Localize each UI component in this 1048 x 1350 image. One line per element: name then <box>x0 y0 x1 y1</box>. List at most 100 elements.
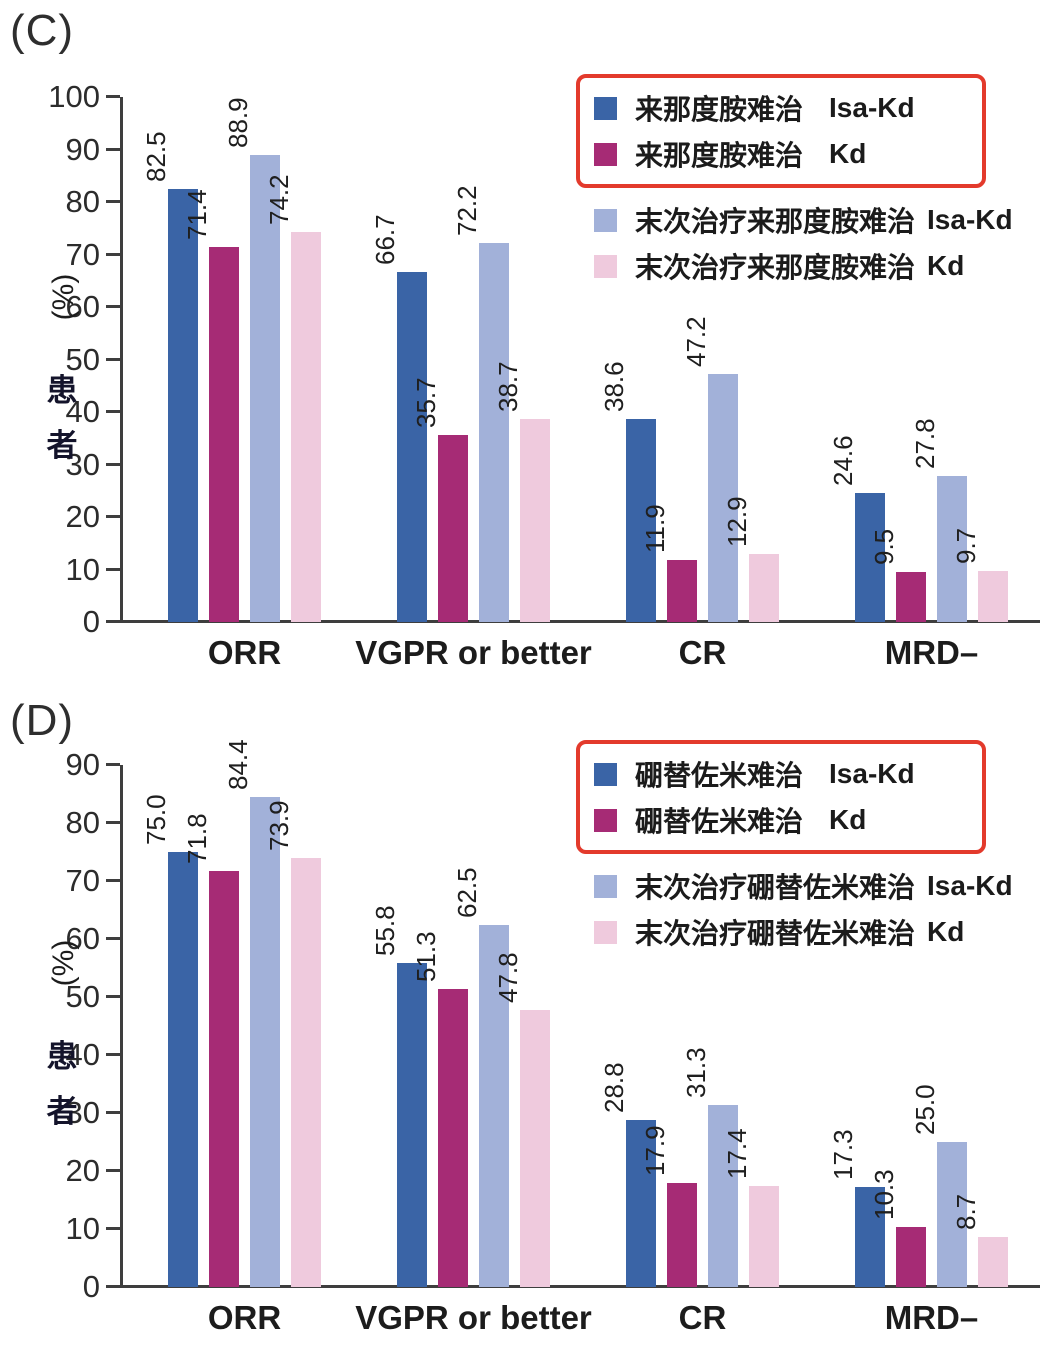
y-tick-mark <box>106 879 120 882</box>
y-tick-label: 100 <box>48 79 100 114</box>
bar-cr-kd <box>667 1183 697 1287</box>
y-tick-mark <box>106 147 120 151</box>
y-tick-mark <box>106 305 120 308</box>
legend-item-name: 末次治疗硼替佐米难治 <box>635 872 916 903</box>
legend-highlight-box: 硼替佐米难治 Isa-Kd 硼替佐米难治 Kd <box>576 740 986 854</box>
legend-item-arm: Isa-Kd <box>927 870 1013 901</box>
bar-value-label: 84.4 <box>223 739 253 791</box>
bar-cr-isa-kd <box>626 419 656 622</box>
y-tick-label: 50 <box>65 979 100 1014</box>
legend-swatch-icon <box>594 762 617 786</box>
legend-item: 末次治疗硼替佐米难治 Isa-Kd <box>594 863 1036 909</box>
bar-vgpr-or-better-kd <box>520 1009 550 1287</box>
y-tick-label: 60 <box>65 921 100 956</box>
y-tick-mark <box>106 620 120 623</box>
y-axis-title-char: 患 <box>46 372 78 408</box>
x-category-label: MRD– <box>884 634 979 671</box>
bar-mrd–-isa-kd <box>937 1142 967 1287</box>
bar-cr-isa-kd <box>708 374 738 622</box>
legend: 来那度胺难治 Isa-Kd 来那度胺难治 Kd 末次治疗来那度胺难治 Isa-Kd 末次治疗… <box>576 74 1036 289</box>
bar-cr-isa-kd <box>626 1119 656 1287</box>
bar-value-label: 11.9 <box>640 503 670 553</box>
panel-d-label: (D) <box>10 696 75 745</box>
legend-item-name: 硼替佐米难治 <box>635 806 804 837</box>
bar-orr-kd <box>209 870 239 1287</box>
y-tick-mark <box>106 995 120 998</box>
bar-vgpr-or-better-kd <box>438 434 468 622</box>
panel-c-label: (C) <box>10 6 75 55</box>
y-tick-label: 0 <box>82 1269 100 1304</box>
legend-item-name: 来那度胺难治 <box>635 94 804 125</box>
bar-vgpr-or-better-isa-kd <box>397 271 427 622</box>
legend-swatch-icon <box>594 208 617 232</box>
bar-value-label: 28.8 <box>599 1062 629 1113</box>
y-tick-label: 70 <box>65 863 100 898</box>
bar-value-label: 12.9 <box>722 496 752 548</box>
y-tick-label: 10 <box>65 551 100 587</box>
y-tick-mark <box>106 515 120 518</box>
bar-value-label: 71.4 <box>182 189 212 241</box>
y-tick-mark <box>106 252 120 256</box>
y-tick-mark <box>106 1169 120 1172</box>
x-category-label: ORR <box>207 634 282 671</box>
legend-item-arm: Kd <box>927 916 965 947</box>
x-category-label: MRD– <box>884 1299 979 1336</box>
y-axis-title-char: 者 <box>46 427 78 463</box>
x-category-label: CR <box>678 1299 727 1336</box>
x-axis-line <box>120 620 1040 623</box>
panel-d: (D) 0 10 20 30 40 50 60 70 80 90 (%) 患者 75.0 71.8 84.4… <box>0 690 1048 1350</box>
bar-value-label: 35.7 <box>411 376 441 428</box>
legend-item-arm: Isa-Kd <box>927 204 1013 235</box>
y-tick-label: 40 <box>65 1037 100 1072</box>
y-tick-mark <box>106 200 120 203</box>
bar-value-label: 9.7 <box>951 527 981 565</box>
y-tick-label: 20 <box>65 499 100 534</box>
bar-value-label: 17.9 <box>640 1125 670 1177</box>
legend-swatch-icon <box>594 920 617 944</box>
y-tick-mark <box>106 1111 120 1114</box>
bar-mrd–-isa-kd <box>937 476 967 622</box>
y-tick-mark <box>106 1285 120 1288</box>
x-axis-line <box>120 1285 1040 1288</box>
bar-cr-kd <box>749 554 779 622</box>
y-tick-label: 10 <box>65 1211 100 1246</box>
y-tick-label: 0 <box>82 604 100 639</box>
bar-vgpr-or-better-kd <box>438 989 468 1287</box>
bar-value-label: 17.3 <box>828 1129 858 1180</box>
bar-mrd–-kd <box>896 572 926 622</box>
legend-item-name: 末次治疗来那度胺难治 <box>635 252 916 283</box>
bar-orr-isa-kd <box>250 155 280 622</box>
y-axis-line <box>120 765 123 1287</box>
panel-c: (C) 0 10 20 30 40 50 60 70 80 90 100 (%) 患者 82.5 71.4 8… <box>10 6 1040 671</box>
legend-item-arm: Kd <box>829 138 867 169</box>
legend-item: 末次治疗来那度胺难治 Kd <box>594 243 1036 289</box>
y-axis-unit-label: (%) <box>47 273 80 320</box>
y-tick-mark <box>106 1053 120 1056</box>
bar-value-label: 24.6 <box>828 435 858 486</box>
y-tick-mark <box>106 567 120 571</box>
y-tick-label: 30 <box>65 1095 100 1130</box>
bar-orr-isa-kd <box>168 852 198 1287</box>
bar-value-label: 73.9 <box>264 800 294 852</box>
bar-value-label: 74.2 <box>264 174 294 226</box>
legend-swatch-icon <box>594 808 617 832</box>
bar-value-label: 8.7 <box>951 1193 981 1230</box>
y-tick-mark <box>106 763 120 766</box>
bar-mrd–-kd <box>978 571 1008 622</box>
y-tick-mark <box>106 95 120 98</box>
bar-vgpr-or-better-isa-kd <box>479 924 509 1287</box>
y-tick-mark <box>106 1227 120 1230</box>
legend-item-name: 末次治疗硼替佐米难治 <box>635 918 916 949</box>
legend-item: 来那度胺难治 Kd <box>594 131 982 177</box>
y-tick-label: 60 <box>65 289 100 324</box>
legend-item: 来那度胺难治 Isa-Kd <box>594 85 982 131</box>
y-tick-label: 80 <box>65 184 100 219</box>
y-tick-label: 40 <box>65 394 100 429</box>
bar-orr-kd <box>209 247 239 622</box>
bar-value-label: 88.9 <box>223 97 253 149</box>
y-tick-label: 50 <box>65 341 100 377</box>
legend-item: 硼替佐米难治 Isa-Kd <box>594 751 982 797</box>
bar-cr-isa-kd <box>708 1105 738 1287</box>
y-tick-mark <box>106 462 120 466</box>
bar-cr-kd <box>667 559 697 622</box>
